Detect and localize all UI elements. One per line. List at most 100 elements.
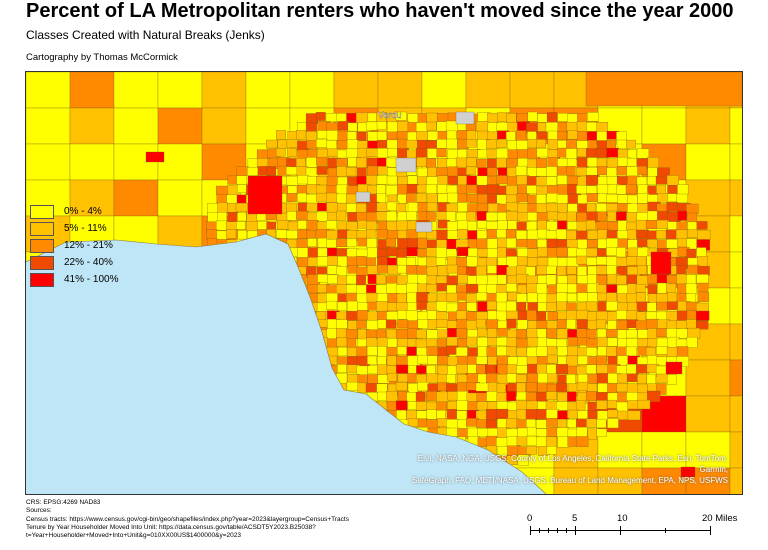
census-tract <box>556 175 568 185</box>
census-tract <box>347 122 358 132</box>
census-tract <box>337 401 351 412</box>
census-tract <box>256 364 270 375</box>
census-tract <box>476 175 490 186</box>
census-tract <box>437 329 448 339</box>
census-tract <box>545 436 557 448</box>
legend-item: 41% - 100% <box>30 271 118 288</box>
census-tract <box>486 212 498 222</box>
census-tract <box>436 401 447 411</box>
census-tract <box>206 328 217 339</box>
census-tract <box>246 320 257 331</box>
census-tract <box>317 247 329 257</box>
census-tract <box>655 230 667 239</box>
census-tract <box>696 274 709 284</box>
census-tract <box>386 238 396 247</box>
census-tract <box>507 275 519 285</box>
census-tract <box>376 121 387 130</box>
census-tract <box>586 157 598 167</box>
census-tract <box>665 229 678 240</box>
census-tract <box>237 212 247 222</box>
subtitle: Classes Created with Natural Breaks (Jen… <box>26 28 265 42</box>
census-tract <box>325 220 337 230</box>
census-tract <box>316 302 328 312</box>
census-tract <box>537 122 547 132</box>
census-tract <box>217 355 229 365</box>
census-tract <box>506 346 517 358</box>
census-tract <box>537 220 547 230</box>
census-tract <box>316 401 329 413</box>
census-tract <box>307 319 320 331</box>
census-tract <box>566 166 576 177</box>
census-tract <box>436 283 449 292</box>
census-tract <box>586 391 598 402</box>
census-tract <box>216 329 227 340</box>
census-tract <box>516 221 528 231</box>
census-tract <box>536 148 550 158</box>
census-tract <box>456 328 468 339</box>
census-tract <box>287 346 299 356</box>
census-tract <box>685 431 731 469</box>
census-tract <box>576 221 587 232</box>
census-tract <box>415 338 428 349</box>
census-tract <box>307 257 318 267</box>
census-tract <box>536 346 548 357</box>
census-tract <box>337 149 348 159</box>
census-tract <box>476 158 487 168</box>
census-tract <box>407 338 418 349</box>
census-tract <box>517 158 530 168</box>
census-tract <box>496 157 507 169</box>
census-tract <box>729 431 742 469</box>
census-tract <box>276 381 288 392</box>
census-tract <box>317 130 329 140</box>
census-tract <box>245 287 291 325</box>
census-tract <box>337 418 349 429</box>
census-tract <box>377 264 389 274</box>
census-tract <box>496 274 507 285</box>
census-tract <box>507 329 518 339</box>
census-tract <box>426 257 438 268</box>
census-tract <box>567 436 578 447</box>
census-tract <box>386 391 398 402</box>
census-tract <box>337 364 347 373</box>
census-tract <box>487 167 498 177</box>
census-tract <box>696 310 710 321</box>
census-tract <box>536 283 548 294</box>
census-tract <box>113 107 159 145</box>
census-tract <box>246 355 260 367</box>
census-tract <box>437 364 449 376</box>
census-tract <box>515 165 527 177</box>
census-tract <box>527 229 539 241</box>
census-tract <box>355 157 368 168</box>
census-tract <box>265 275 276 287</box>
census-tract <box>257 390 271 401</box>
census-tract <box>266 346 279 357</box>
census-tract <box>226 239 238 249</box>
census-tract <box>247 167 259 177</box>
census-tract <box>266 139 278 149</box>
census-tract <box>407 383 419 394</box>
census-tract <box>587 139 597 150</box>
census-tract <box>227 212 238 224</box>
census-tract <box>275 374 288 386</box>
census-tract <box>526 310 537 321</box>
census-tract <box>587 410 599 420</box>
census-tract <box>546 409 559 419</box>
census-tract <box>257 284 271 296</box>
census-tract <box>306 140 318 149</box>
scale-minor-tick <box>557 528 558 533</box>
census-tract <box>236 175 248 185</box>
census-tract <box>517 248 530 258</box>
census-tract <box>266 383 276 393</box>
census-tract <box>277 275 289 285</box>
census-tract <box>366 238 377 250</box>
census-tract <box>697 282 709 293</box>
census-tract <box>537 113 548 123</box>
census-tract <box>367 112 378 122</box>
census-tract <box>486 346 497 357</box>
choropleth-map[interactable]: Verdu Esri, NASA, NGA, USGS, County of L… <box>25 71 743 495</box>
census-tract <box>417 237 428 249</box>
census-tract <box>201 359 247 397</box>
census-tract <box>217 212 227 222</box>
census-tract <box>506 283 517 293</box>
census-tract <box>557 131 567 141</box>
